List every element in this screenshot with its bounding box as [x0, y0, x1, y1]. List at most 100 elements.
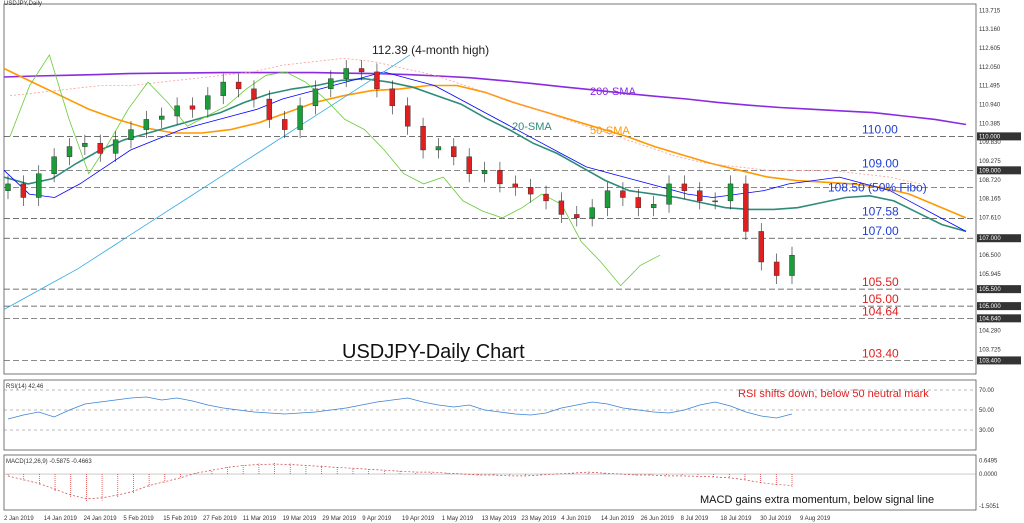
x-tick-label: 13 May 2019: [482, 516, 517, 522]
macd-annotation: MACD gains extra momentum, below signal …: [700, 494, 934, 506]
x-tick-label: 1 May 2019: [442, 516, 474, 522]
x-tick-label: 11 Mar 2019: [243, 516, 277, 522]
price-tick-highlight: [977, 356, 1021, 365]
level-label: 103.40: [862, 346, 899, 360]
candle-body: [527, 187, 534, 195]
x-tick-label: 19 Apr 2019: [402, 516, 435, 522]
price-tick-highlight: [977, 132, 1021, 141]
candle-body: [312, 88, 319, 107]
candle-body: [712, 200, 718, 203]
level-label: 107.00: [862, 224, 899, 238]
price-tick-highlight: [977, 285, 1021, 294]
x-tick-label: 27 Feb 2019: [203, 516, 237, 522]
price-tick-highlight: [977, 314, 1021, 323]
candle-body: [650, 204, 657, 208]
x-tick-label: 14 Jan 2019: [44, 516, 78, 522]
candle-body: [189, 105, 196, 110]
overlay-trend-line: [3, 54, 411, 310]
candle-body: [174, 105, 180, 117]
macd-title: MACD(12,26,9) -0.5875 -0.4663: [6, 459, 92, 465]
candle-body: [66, 146, 73, 157]
candle-body: [143, 119, 150, 130]
level-label: 105.00: [862, 292, 899, 306]
level-label: 104.64: [862, 304, 899, 318]
overlay-lagging: [9, 53, 661, 287]
macd-tick-label: 0.6495: [979, 458, 998, 464]
price-tick-label: 109.275: [979, 159, 1001, 165]
price-tick-label: 103.400: [979, 358, 1001, 364]
candle-body: [358, 68, 365, 73]
price-tick-label: 110.000: [979, 134, 1001, 140]
price-tick-label: 104.640: [979, 316, 1001, 322]
candle-body: [466, 156, 472, 174]
candle-body: [681, 183, 688, 191]
price-tick-label: 104.280: [979, 329, 1001, 335]
x-tick-label: 30 Jul 2019: [760, 516, 792, 522]
price-tick-label: 105.945: [979, 272, 1001, 278]
overlay-200-sma: [3, 71, 967, 126]
price-tick-label: 109.000: [979, 168, 1001, 174]
candle-body: [727, 183, 734, 202]
candle-body: [328, 78, 334, 90]
macd-signal-line: [7, 463, 793, 500]
rsi-tick-label: 30.00: [979, 428, 995, 434]
candle-body: [512, 183, 518, 188]
price-tick-label: 105.000: [979, 304, 1001, 310]
x-tick-label: 24 Jan 2019: [84, 516, 118, 522]
candle-body: [220, 81, 226, 96]
overlay-20-sma: [3, 77, 967, 233]
price-tick-label: 111.495: [979, 84, 1000, 90]
candle-body: [97, 142, 103, 154]
candle-body: [589, 207, 595, 219]
candle-body: [435, 146, 442, 151]
overlay-bollinger-upper: [9, 57, 921, 185]
candle-body: [205, 95, 211, 110]
price-tick-label: 107.000: [979, 236, 1001, 242]
price-tick-label: 106.500: [979, 253, 1001, 259]
window-title: USDJPY,Daily: [4, 1, 42, 7]
candle-body: [51, 156, 57, 174]
price-tick-label: 108.165: [979, 197, 1001, 203]
annotation-label: 20-SMA: [512, 121, 552, 133]
candle-body: [789, 254, 795, 276]
candle-body: [574, 214, 580, 219]
annotation-label: 50-SMA: [590, 125, 630, 137]
chart-title: USDJPY-Daily Chart: [342, 341, 525, 363]
rsi-annotation: RSI shifts down, below 50 neutral mark: [738, 388, 929, 400]
x-tick-label: 26 Jun 2019: [641, 516, 675, 522]
candle-body: [389, 88, 396, 107]
price-tick-highlight: [977, 166, 1021, 175]
x-tick-label: 8 Jul 2019: [681, 516, 709, 522]
candle-body: [451, 146, 457, 157]
candle-body: [620, 190, 626, 198]
candle-body: [697, 190, 703, 202]
candle-body: [374, 71, 380, 90]
level-label: 110.00: [862, 122, 898, 136]
annotation-label: 112.39 (4-month high): [372, 43, 489, 57]
price-tick-highlight: [977, 234, 1021, 243]
candle-body: [604, 190, 611, 208]
x-tick-label: 4 Jun 2019: [561, 516, 591, 522]
x-tick-label: 5 Feb 2019: [123, 516, 154, 522]
candle-body: [297, 105, 303, 130]
annotation-label: 200-SMA: [590, 86, 637, 98]
price-tick-label: 113.715: [979, 8, 1001, 14]
x-tick-label: 9 Apr 2019: [362, 516, 392, 522]
candle-body: [112, 139, 119, 154]
candle-body: [666, 183, 672, 205]
overlay-tenkan: [3, 71, 967, 232]
price-tick-highlight: [977, 302, 1021, 311]
candle-body: [36, 173, 42, 198]
level-label: 108.50 (50% Fibo): [828, 180, 927, 194]
candle-body: [235, 81, 242, 90]
candle-body: [251, 88, 257, 100]
candle-body: [82, 142, 88, 147]
price-tick-label: 110.940: [979, 102, 1001, 108]
price-tick-label: 105.500: [979, 287, 1001, 293]
x-tick-label: 15 Feb 2019: [163, 516, 197, 522]
x-tick-label: 23 May 2019: [521, 516, 556, 522]
candle-body: [481, 170, 488, 174]
candle-body: [282, 119, 288, 130]
rsi-tick-label: 50.00: [979, 408, 995, 414]
